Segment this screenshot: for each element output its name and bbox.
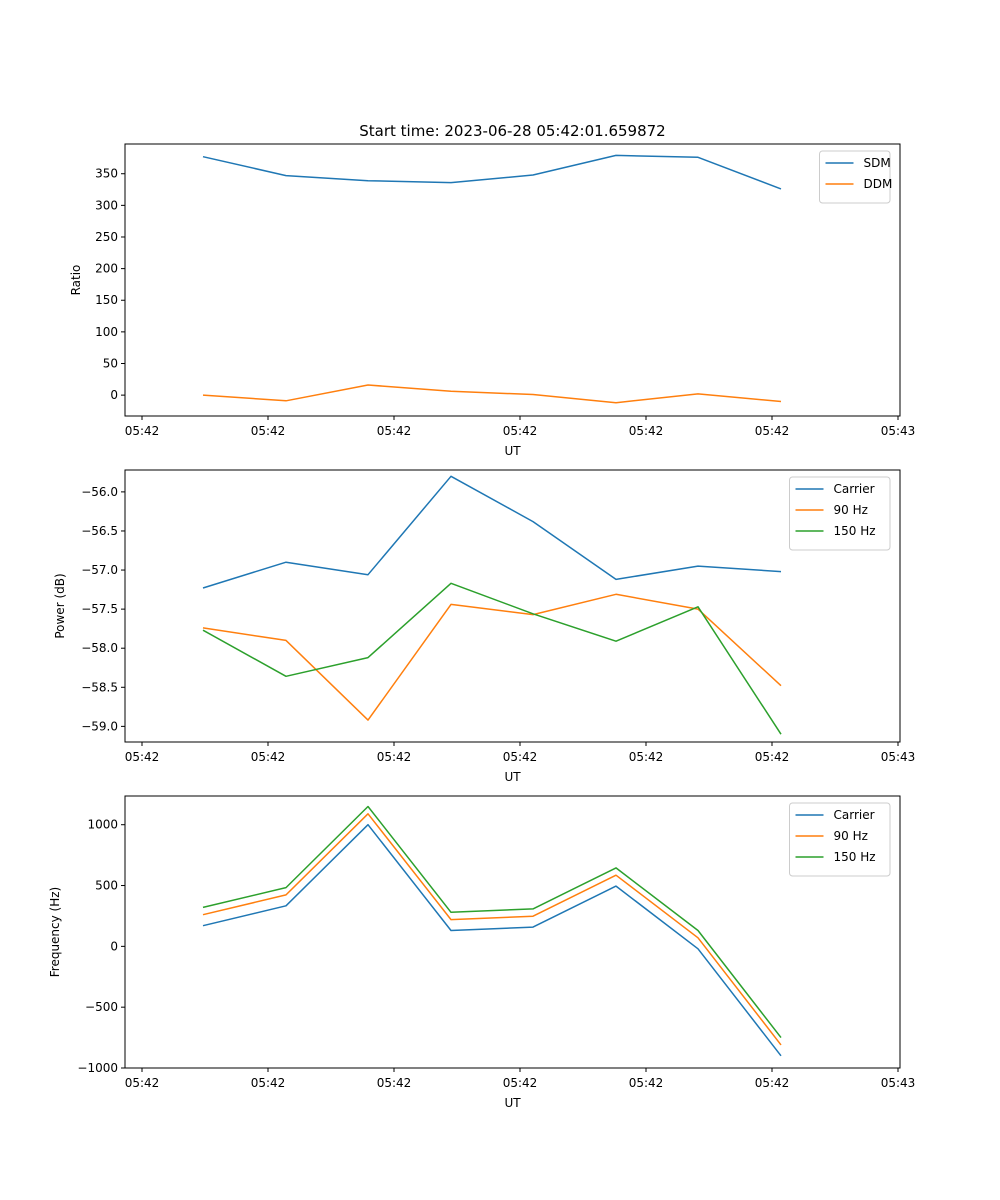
x-tick-label: 05:42 [503,1076,538,1090]
y-axis-label: Frequency (Hz) [48,887,62,978]
series-line-carrier [202,823,782,1057]
y-tick-label: −59.0 [81,719,118,733]
legend-label: Carrier [834,482,875,496]
legend: Carrier 90 Hz 150 Hz [789,476,891,551]
x-tick-label: 05:42 [755,424,790,438]
legend: Carrier 90 Hz 150 Hz [789,802,891,877]
legend-label: DDM [864,177,893,191]
figure-title: Start time: 2023-06-28 05:42:01.659872 [359,122,665,140]
x-axis-label: UT [504,770,521,784]
x-tick-label: 05:42 [629,750,664,764]
y-axis-label: Ratio [69,265,83,296]
y-tick-label: 200 [95,262,118,276]
x-tick-label: 05:42 [377,1076,412,1090]
x-tick-label: 05:43 [881,424,916,438]
x-tick-label: 05:43 [881,750,916,764]
chart-panel-3: 05:42 05:42 05:42 05:42 05:42 05:42 05:43 −1000… [48,795,916,1110]
series-line-150-hz [202,805,782,1039]
x-tick-label: 05:42 [251,750,286,764]
y-tick-label: 500 [95,879,118,893]
plot-frame [124,143,901,417]
series-line-90-hz [202,813,782,1046]
legend-label: 150 Hz [834,850,876,864]
x-tick-label: 05:42 [755,750,790,764]
x-tick-label: 05:42 [755,1076,790,1090]
series-line-carrier [202,475,782,589]
x-tick-label: 05:42 [251,424,286,438]
x-tick-label: 05:42 [503,424,538,438]
legend-label: 90 Hz [834,503,868,517]
y-tick-label: −58.5 [81,680,118,694]
y-tick-label: 350 [95,167,118,181]
x-tick-label: 05:42 [629,1076,664,1090]
y-tick-label: 100 [95,325,118,339]
y-tick-label: 1000 [87,818,118,832]
x-axis-label: UT [504,444,521,458]
x-tick-label: 05:42 [125,750,160,764]
y-tick-label: −500 [85,1000,118,1014]
x-tick-label: 05:42 [377,424,412,438]
legend-label: 150 Hz [834,524,876,538]
x-axis-label: UT [504,1096,521,1110]
x-tick-label: 05:42 [125,1076,160,1090]
legend-box [819,150,891,204]
y-tick-label: −56.5 [81,524,118,538]
plot-frame [124,469,901,743]
series-line-150-hz [202,582,782,735]
y-tick-label: −1000 [77,1061,118,1075]
y-tick-label: 0 [110,939,118,953]
y-tick-label: 0 [110,388,118,402]
plot-frame [124,795,901,1069]
legend: SDM DDM [819,150,893,204]
x-tick-label: 05:42 [629,424,664,438]
legend-label: Carrier [834,808,875,822]
y-axis-label: Power (dB) [53,573,67,638]
x-tick-label: 05:42 [377,750,412,764]
x-tick-label: 05:43 [881,1076,916,1090]
chart-panel-1: 05:42 05:42 05:42 05:42 05:42 05:42 05:43 0 50 10… [69,143,916,458]
y-tick-label: 150 [95,293,118,307]
legend-label: SDM [864,156,891,170]
y-tick-label: 250 [95,230,118,244]
y-tick-label: −57.5 [81,602,118,616]
chart-panel-2: 05:42 05:42 05:42 05:42 05:42 05:42 05:43 −59.0… [53,469,916,784]
series-line-90-hz [202,593,782,721]
x-tick-label: 05:42 [251,1076,286,1090]
y-tick-label: −56.0 [81,485,118,499]
series-line-ddm [202,384,782,404]
series-line-sdm [202,154,782,190]
y-tick-label: −58.0 [81,641,118,655]
y-tick-label: −57.0 [81,563,118,577]
legend-label: 90 Hz [834,829,868,843]
y-tick-label: 300 [95,198,118,212]
y-tick-label: 50 [103,356,118,370]
x-tick-label: 05:42 [503,750,538,764]
x-tick-label: 05:42 [125,424,160,438]
